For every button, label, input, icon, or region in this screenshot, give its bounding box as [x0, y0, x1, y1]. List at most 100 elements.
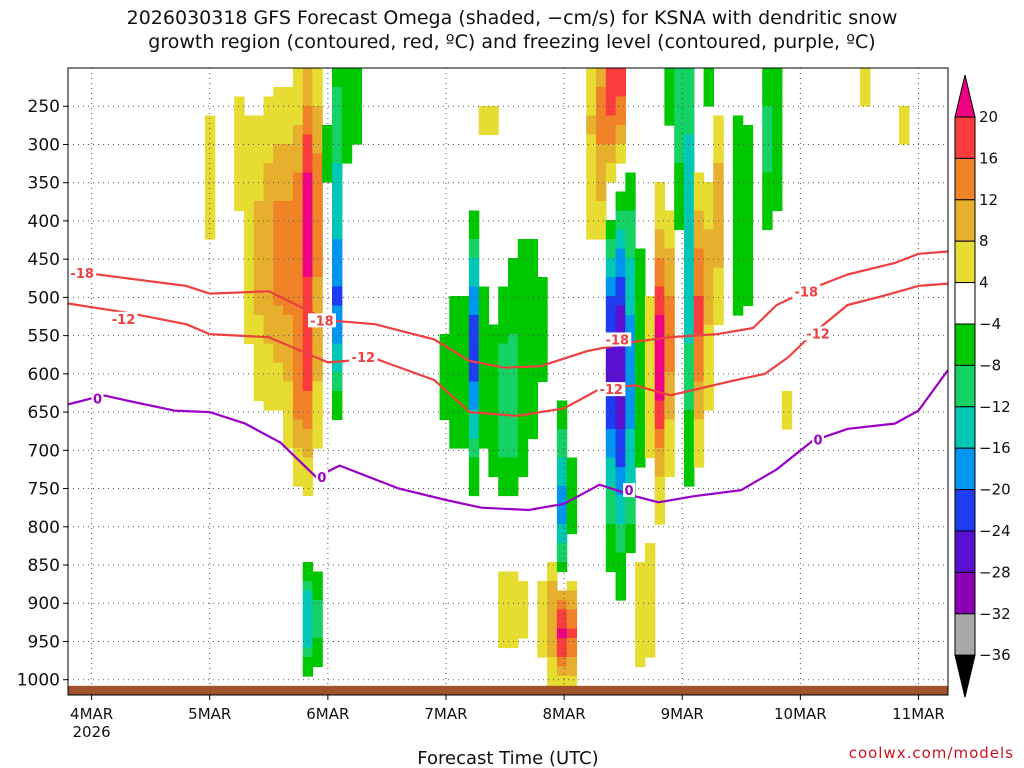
colorbar-swatch — [954, 157, 976, 201]
omega-cell — [292, 286, 304, 297]
omega-cell — [292, 248, 304, 259]
omega-cell — [302, 286, 314, 297]
omega-cell — [732, 248, 744, 259]
omega-cell — [664, 429, 675, 440]
omega-cell — [625, 362, 636, 373]
omega-cell — [527, 391, 538, 402]
contour-line--12 — [68, 282, 948, 417]
omega-cell — [615, 552, 626, 563]
omega-cell — [703, 87, 714, 98]
omega-cell — [498, 315, 509, 326]
omega-cell — [693, 334, 705, 345]
omega-cell — [635, 277, 646, 288]
contour-label-bg — [623, 483, 636, 498]
omega-cell — [351, 68, 362, 79]
omega-cell — [566, 619, 578, 630]
omega-cell — [508, 343, 519, 354]
omega-cell — [468, 429, 480, 440]
omega-cell — [654, 315, 666, 326]
omega-cell — [488, 353, 499, 364]
contour-label-bg — [804, 326, 833, 341]
omega-cell — [713, 239, 724, 250]
omega-cell — [263, 248, 274, 259]
omega-cell — [635, 457, 646, 468]
omega-cell — [273, 362, 284, 373]
omega-cell — [283, 343, 294, 354]
omega-cell — [566, 457, 578, 468]
omega-cell — [664, 77, 675, 88]
omega-cell — [312, 590, 323, 601]
omega-cell — [517, 391, 529, 402]
omega-cell — [204, 115, 216, 126]
credit-link[interactable]: coolwx.com/models — [848, 744, 1014, 762]
omega-cell — [547, 562, 558, 573]
omega-cell — [312, 229, 323, 240]
omega-cell — [605, 172, 617, 183]
colorbar-swatch — [954, 240, 976, 284]
omega-cell — [566, 666, 578, 677]
omega-cell — [537, 315, 548, 326]
omega-cell — [772, 172, 783, 183]
omega-cell — [253, 182, 265, 193]
omega-cell — [625, 172, 636, 183]
omega-cell — [517, 296, 529, 307]
omega-cell — [664, 96, 675, 107]
omega-cell — [732, 172, 744, 183]
omega-cell — [615, 324, 626, 335]
omega-cell — [625, 220, 636, 231]
omega-cell — [693, 381, 705, 392]
omega-cell — [498, 305, 509, 316]
omega-cell — [263, 267, 274, 278]
omega-cell — [674, 191, 685, 202]
omega-cell — [654, 210, 666, 221]
omega-cell — [468, 353, 480, 364]
y-tick-label: 800 — [28, 518, 60, 538]
omega-cell — [654, 400, 666, 411]
omega-cell — [684, 115, 695, 126]
omega-cell — [273, 372, 284, 383]
omega-cell — [253, 229, 265, 240]
omega-cell — [732, 296, 744, 307]
omega-cell — [292, 410, 304, 421]
omega-cell — [644, 609, 656, 620]
omega-cell — [302, 410, 314, 421]
omega-cell — [635, 286, 646, 297]
omega-cell — [684, 372, 695, 383]
omega-cell — [449, 400, 460, 411]
omega-cell — [537, 638, 548, 649]
omega-cell — [556, 638, 568, 649]
omega-cell — [625, 229, 636, 240]
omega-cell — [478, 286, 490, 297]
omega-cell — [302, 163, 314, 174]
chart-title: 2026030318 GFS Forecast Omega (shaded, −… — [0, 6, 1024, 54]
omega-cell — [703, 248, 714, 259]
omega-cell — [586, 115, 597, 126]
omega-cell — [244, 172, 255, 183]
omega-cell — [253, 258, 265, 269]
omega-cell — [449, 381, 460, 392]
omega-cell — [263, 239, 274, 250]
omega-cell — [517, 429, 529, 440]
omega-cell — [713, 182, 724, 193]
omega-cell — [498, 486, 509, 497]
omega-cell — [263, 96, 274, 107]
omega-cell — [556, 467, 568, 478]
omega-cell — [742, 134, 754, 145]
omega-cell — [703, 391, 714, 402]
omega-cell — [605, 134, 617, 145]
omega-cell — [468, 372, 480, 383]
omega-cell — [605, 87, 617, 98]
omega-cell — [644, 353, 656, 364]
omega-cell — [556, 457, 568, 468]
omega-cell — [508, 457, 519, 468]
omega-cell — [312, 220, 323, 231]
omega-cell — [302, 438, 314, 449]
omega-cell — [762, 172, 773, 183]
omega-cell — [253, 201, 265, 212]
omega-cell — [508, 305, 519, 316]
omega-cell — [625, 248, 636, 259]
omega-cell — [693, 248, 705, 259]
omega-cell — [596, 68, 607, 79]
omega-cell — [204, 229, 216, 240]
omega-cell — [292, 419, 304, 430]
